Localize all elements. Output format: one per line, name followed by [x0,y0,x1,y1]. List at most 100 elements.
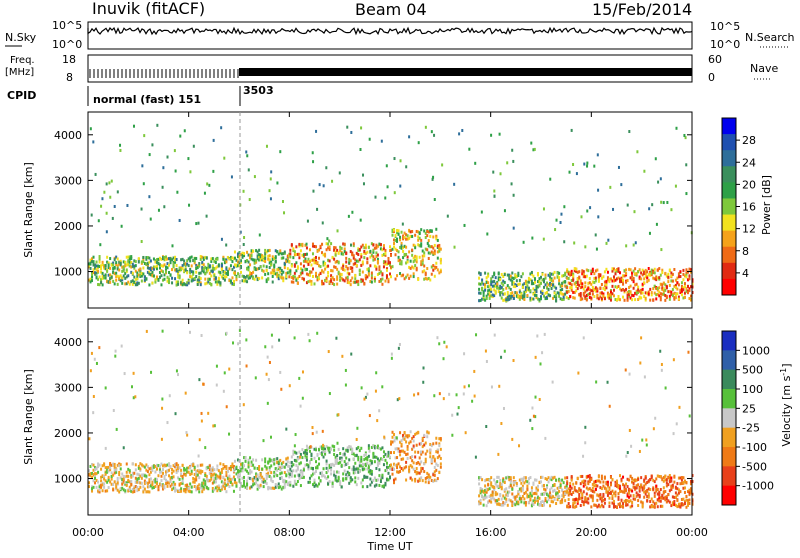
echo-cell [245,150,247,153]
echo-cell [487,281,489,284]
echo-cell [357,456,359,459]
echo-cell [483,292,485,295]
echo-cell [386,269,388,272]
echo-cell [357,477,359,480]
colorbar-swatch [722,134,736,151]
echo-cell [350,283,352,286]
echo-cell [667,493,669,496]
echo-cell [447,215,449,218]
echo-cell [433,394,435,397]
echo-cell [342,447,344,450]
echo-cell [666,286,668,289]
echo-cell [664,490,666,493]
echo-cell [180,469,182,472]
echo-cell [549,504,551,507]
echo-cell [90,267,92,270]
echo-cell [513,297,515,300]
echo-cell [91,276,93,279]
echo-cell [422,381,424,384]
echo-cell [622,296,624,299]
echo-cell [552,381,554,384]
echo-cell [224,478,226,481]
echo-cell [288,275,290,278]
echo-cell [219,271,221,274]
echo-cell [354,274,356,277]
echo-cell [99,243,101,246]
echo-cell [271,345,273,348]
echo-cell [568,290,570,293]
echo-cell [321,243,323,246]
echo-cell [525,476,527,479]
echo-cell [115,468,117,471]
echo-cell [182,464,184,467]
echo-cell [357,253,359,256]
echo-cell [542,476,544,479]
echo-cell [149,153,151,156]
echo-cell [291,455,293,458]
echo-cell [164,486,166,489]
echo-cell [187,157,189,160]
echo-cell [344,279,346,282]
echo-cell [248,268,250,271]
echo-cell [655,502,657,505]
echo-cell [115,486,117,489]
echo-cell [210,283,212,286]
echo-cell [590,505,592,508]
echo-cell [398,256,400,259]
echo-cell [583,163,585,166]
echo-cell [545,273,547,276]
echo-cell [287,267,289,270]
echo-cell [108,486,110,489]
freq-left-tick-top: 18 [62,53,76,66]
echo-cell [254,278,256,281]
echo-cell [554,271,556,274]
echo-cell [395,478,397,481]
echo-cell [548,288,550,291]
echo-cell [425,480,427,483]
echo-cell [269,249,271,252]
echo-cell [271,334,273,337]
echo-cell [380,480,382,483]
echo-cell [614,494,616,497]
echo-cell [124,261,126,264]
echo-cell [138,261,140,264]
echo-cell [549,294,551,297]
echo-cell [493,190,495,193]
echo-cell [224,487,226,490]
echo-cell [383,450,385,453]
echo-cell [336,457,338,460]
echo-cell [252,271,254,274]
echo-cell [294,444,296,447]
echo-cell [311,426,313,429]
echo-cell [484,286,486,289]
echo-cell [581,297,583,300]
echo-cell [630,494,632,497]
echo-cell [303,476,305,479]
echo-cell [325,166,327,169]
echo-cell [429,449,431,452]
echo-cell [234,271,236,274]
echo-cell [517,501,519,504]
echo-cell [336,268,338,271]
echo-cell [354,480,356,483]
echo-cell [338,448,340,451]
echo-cell [676,499,678,502]
echo-cell [501,498,503,501]
echo-cell [263,485,265,488]
echo-cell [113,409,115,412]
echo-cell [292,256,294,259]
echo-cell [150,259,152,262]
echo-cell [657,181,659,184]
colorbar-swatch [722,182,736,199]
echo-cell [345,384,347,387]
echo-cell [160,283,162,286]
echo-cell [478,277,480,280]
echo-cell [625,288,627,291]
echo-cell [291,265,293,268]
echo-cell [275,261,277,264]
echo-cell [369,264,371,267]
echo-cell [652,298,654,301]
echo-cell [312,151,314,154]
echo-cell [368,267,370,270]
echo-cell [375,371,377,374]
